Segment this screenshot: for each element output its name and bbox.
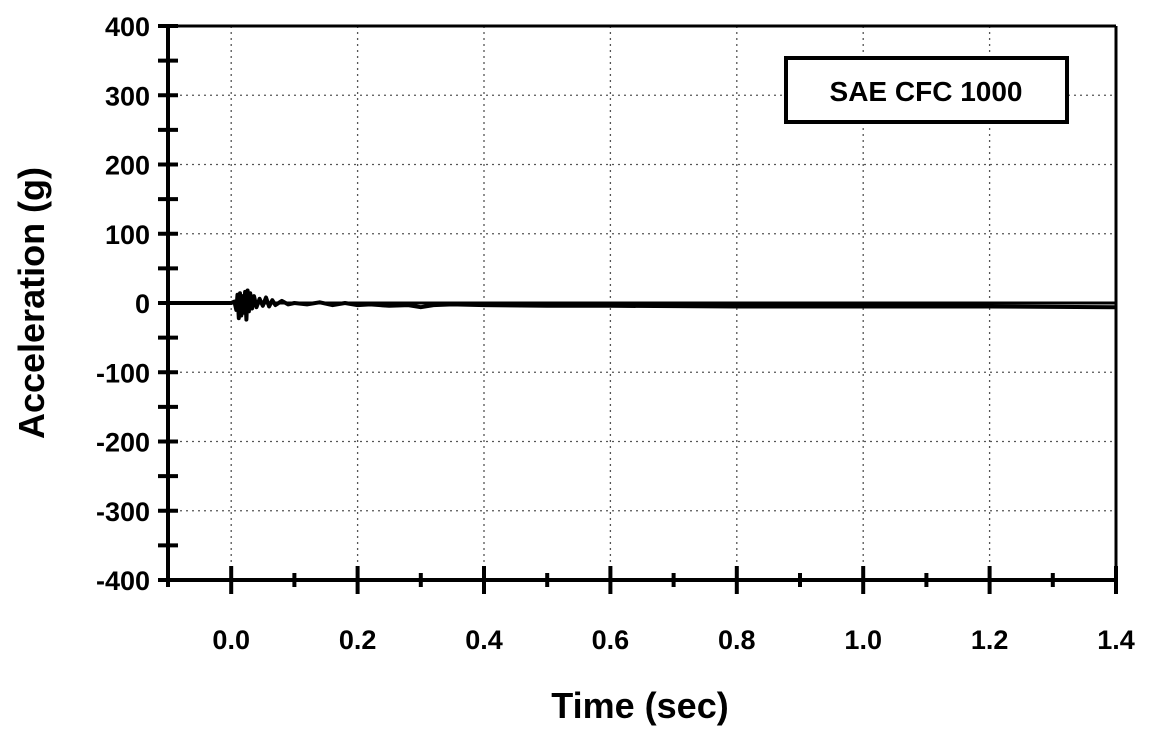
- data-point: [546, 304, 549, 307]
- data-point: [280, 299, 283, 303]
- y-tick-label: -400: [96, 566, 150, 596]
- x-axis-title: Time (sec): [551, 685, 728, 726]
- x-tick-label: 1.0: [844, 625, 882, 655]
- data-point: [305, 303, 309, 306]
- y-tick-label: -300: [96, 497, 150, 527]
- data-point: [250, 307, 254, 310]
- data-point: [236, 293, 239, 296]
- data-point: [331, 303, 334, 307]
- y-tick-label: 200: [105, 151, 150, 181]
- data-point: [406, 303, 410, 307]
- data-point: [343, 301, 347, 305]
- data-point: [432, 303, 435, 307]
- tick-labels: 400 300 200 100 0 -100 -200 -300 -400 0.0 0.2 0.4 0.…: [96, 12, 1135, 655]
- data-point: [233, 300, 236, 303]
- axes: [158, 24, 1118, 594]
- data-point: [237, 317, 240, 320]
- data-point: [356, 303, 359, 307]
- y-tick-label: -100: [96, 358, 150, 388]
- data-point: [246, 289, 249, 292]
- data-point: [369, 303, 372, 306]
- data-point: [245, 318, 248, 321]
- x-tick-label: 1.2: [971, 625, 1009, 655]
- legend-label: SAE CFC 1000: [830, 76, 1023, 107]
- data-point: [247, 310, 251, 313]
- x-tick-label: 1.4: [1097, 625, 1135, 655]
- data-point: [258, 297, 261, 301]
- y-axis-title: Acceleration (g): [11, 167, 52, 439]
- data-point: [988, 305, 991, 308]
- x-tick-label: 0.0: [212, 625, 250, 655]
- data-point: [252, 294, 256, 298]
- x-tick-label: 0.2: [339, 625, 377, 655]
- data-point: [609, 304, 612, 307]
- y-tick-label: -200: [96, 428, 150, 458]
- data-point: [230, 301, 233, 305]
- data-point: [261, 304, 264, 307]
- y-tick-label: 100: [105, 220, 150, 250]
- data-point: [388, 304, 391, 307]
- data-point: [242, 311, 246, 314]
- data-point: [274, 303, 277, 307]
- data-point: [264, 296, 268, 299]
- data-point: [241, 294, 244, 298]
- y-tick-label: 300: [105, 81, 150, 111]
- data-point: [240, 314, 243, 317]
- y-tick-label: 0: [135, 289, 150, 319]
- data-point: [451, 303, 454, 306]
- data-point: [271, 299, 274, 302]
- legend-box: [784, 56, 1069, 124]
- x-tick-label: 0.4: [465, 625, 503, 655]
- data-point: [255, 305, 258, 309]
- data-point: [318, 301, 321, 304]
- y-tick-label: 400: [105, 12, 150, 42]
- data-point: [482, 303, 486, 307]
- data-point: [248, 292, 252, 295]
- data-point: [286, 303, 290, 306]
- data-point: [419, 305, 422, 309]
- x-tick-label: 0.6: [592, 625, 630, 655]
- data-point: [293, 301, 296, 305]
- data-point: [243, 290, 247, 294]
- data-point: [735, 305, 738, 308]
- data-point: [238, 292, 242, 295]
- legend: SAE CFC 1000: [784, 56, 1069, 124]
- data-point: [267, 305, 271, 308]
- data-point: [862, 305, 865, 308]
- x-tick-label: 0.8: [718, 625, 756, 655]
- data-point: [235, 308, 238, 312]
